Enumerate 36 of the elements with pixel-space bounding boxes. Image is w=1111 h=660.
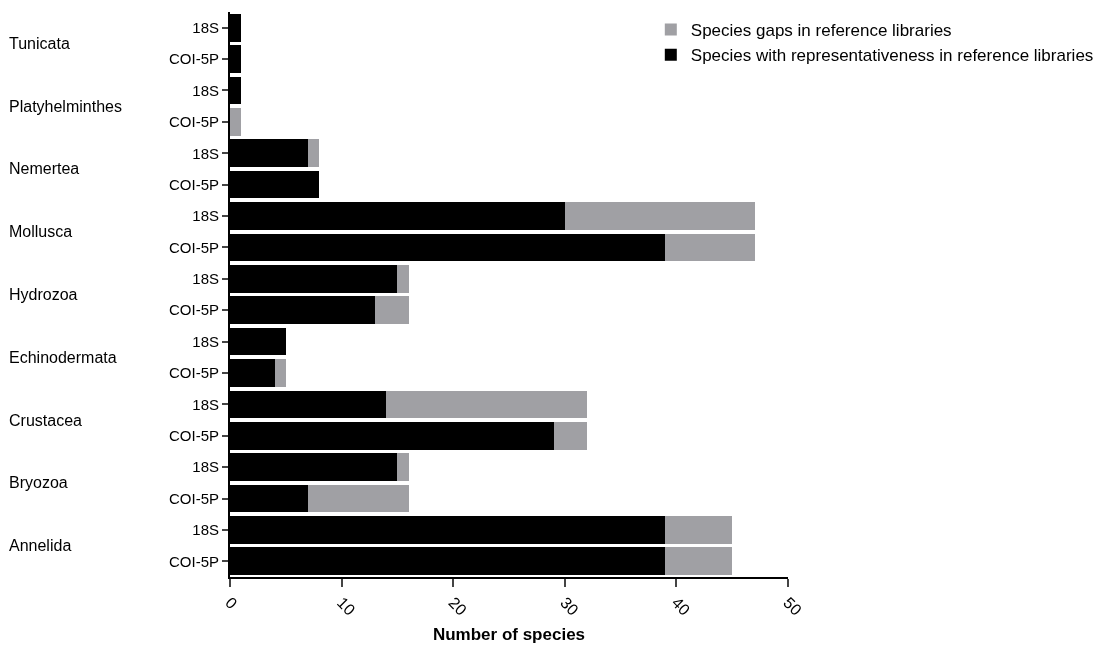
y-tick-label: 18S — [192, 207, 219, 225]
x-tick-label: 10 — [333, 593, 359, 619]
text: Tunicata — [9, 35, 70, 52]
y-tick-label: 18S — [192, 270, 219, 288]
y-tick-label: COI-5P — [168, 175, 219, 193]
y-tick-label: 18S — [192, 521, 219, 539]
y-tick-label: COI-5P — [168, 50, 219, 68]
text: Mollusca — [9, 223, 73, 240]
x-tick-label: 40 — [668, 593, 694, 619]
y-tick-label: COI-5P — [168, 427, 219, 444]
y-tick-label: COI-5P — [168, 238, 219, 256]
y-tick-label: 18S — [192, 18, 219, 36]
x-axis-title: Number of species — [432, 624, 586, 644]
legend-label: Species gaps in reference libraries — [690, 21, 952, 41]
x-tick-label: 30 — [557, 593, 582, 619]
y-tick-label: COI-5P — [168, 364, 219, 382]
x-tick-label: 20 — [445, 593, 471, 619]
text: Nemertea — [9, 160, 80, 177]
y-tick-label: 18S — [192, 458, 219, 476]
y-tick-label: COI-5P — [168, 113, 219, 131]
x-tick-label: 0 — [222, 593, 241, 613]
x-tick-label: 50 — [780, 593, 805, 619]
y-tick-label: COI-5P — [168, 489, 219, 507]
y-tick-label: COI-5P — [168, 301, 219, 319]
y-tick-label: 18S — [192, 395, 219, 413]
text: Annelida — [9, 537, 72, 554]
text: Platyhelminthes — [9, 98, 122, 115]
text: Bryozoa — [9, 474, 68, 491]
legend-label: Species with representativeness in reference libraries — [690, 46, 1094, 66]
y-tick-label: COI-5P — [168, 552, 219, 570]
y-tick-label: 18S — [192, 144, 219, 162]
text: Echinodermata — [9, 349, 117, 366]
y-tick-label: 18S — [192, 81, 219, 99]
text: Crustacea — [9, 412, 83, 429]
y-tick-label: 18S — [192, 332, 219, 350]
text: Hydrozoa — [9, 286, 78, 303]
